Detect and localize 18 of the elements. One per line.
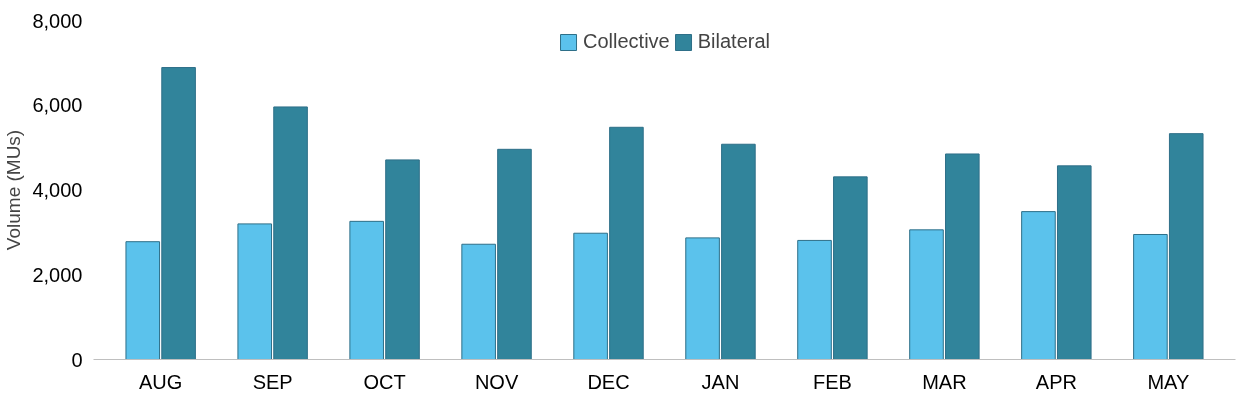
y-tick-label: 0 [71, 348, 83, 371]
x-tick-label: FEB [812, 370, 852, 393]
x-tick-label: AUG [139, 370, 183, 393]
x-tick-label: MAY [1147, 370, 1190, 393]
legend-label: Bilateral [697, 30, 770, 53]
x-tick-label: OCT [363, 370, 406, 393]
x-tick-label: NOV [474, 370, 519, 393]
y-tick-label: 2,000 [32, 263, 83, 286]
y-axis-title: Volume (MUs) [3, 129, 25, 251]
x-tick-label: SEP [252, 370, 293, 393]
y-tick-label: 6,000 [32, 94, 83, 117]
x-tick-label: JAN [701, 370, 740, 393]
x-tick-label: APR [1035, 370, 1077, 393]
y-tick-label: 8,000 [32, 9, 83, 32]
x-tick-label: MAR [922, 370, 967, 393]
legend-label: Collective [583, 30, 670, 53]
y-tick-label: 4,000 [32, 179, 83, 201]
x-tick-label: DEC [587, 370, 630, 393]
